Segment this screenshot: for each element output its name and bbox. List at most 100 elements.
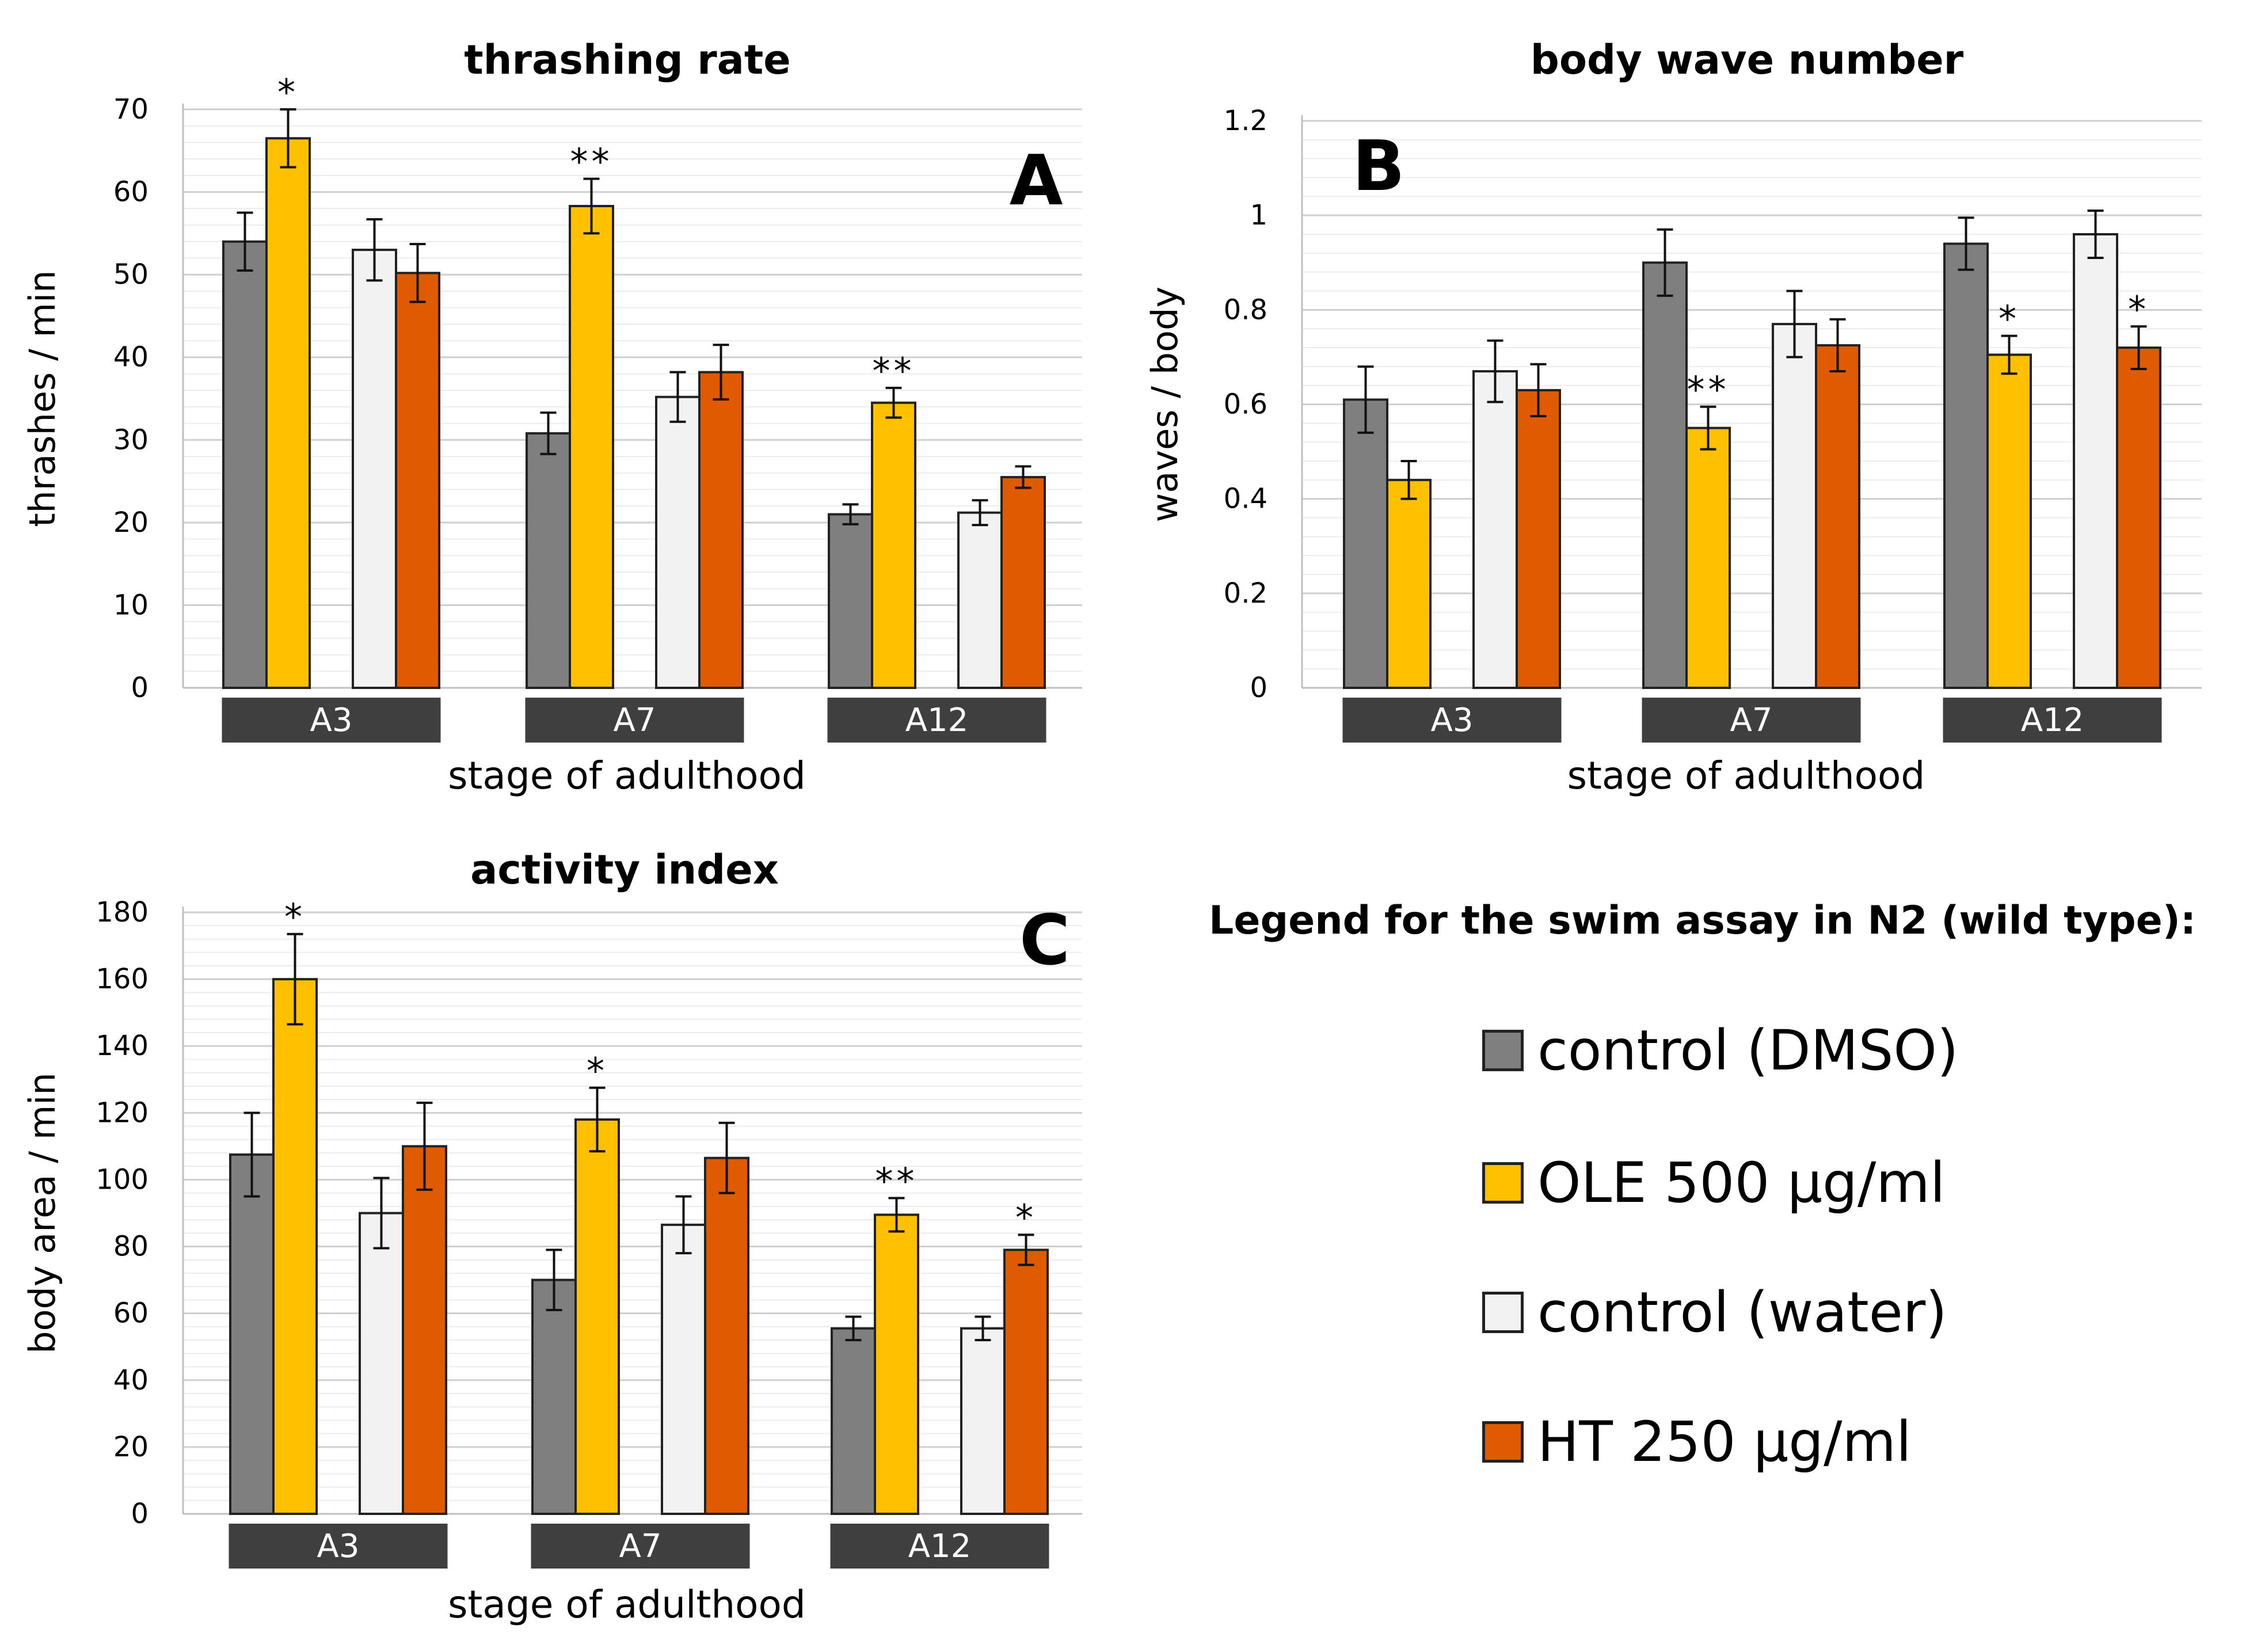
- bar-control-water-a12: [957, 511, 1003, 690]
- legend-label-ht: HT 250 µg/ml: [1537, 1410, 1912, 1474]
- bar-ole-a12: [871, 401, 916, 690]
- category-label-a3: A3: [1431, 702, 1474, 739]
- bar-ole-a7: [569, 204, 614, 689]
- y-tick-label: 0: [131, 1498, 149, 1530]
- y-tick-label: 0.8: [1224, 294, 1267, 326]
- bar-control-dmso-a3: [1343, 398, 1388, 690]
- legend-swatch-control-water: [1482, 1292, 1524, 1333]
- bar-control-water-a3: [352, 249, 397, 690]
- y-tick-label: 80: [113, 1231, 149, 1263]
- bar-control-dmso-a7: [531, 1278, 577, 1515]
- bar-ole-a12: [1986, 353, 2032, 689]
- category-box-a7: [531, 1524, 750, 1569]
- bar-ole-a3: [265, 137, 311, 689]
- category-box-a7: [525, 698, 744, 743]
- significance-marker: *: [2128, 288, 2149, 330]
- bar-control-water-a7: [1772, 322, 1817, 689]
- bar-ht-a7: [1815, 344, 1860, 689]
- significance-marker: *: [1999, 298, 2020, 340]
- y-tick-label: 60: [113, 1297, 149, 1330]
- y-tick-label: 70: [113, 93, 149, 125]
- y-tick-label: 0.4: [1224, 483, 1267, 515]
- legend-label-control-dmso: control (DMSO): [1537, 1018, 1959, 1083]
- bar-ht-a7: [704, 1156, 749, 1516]
- significance-marker: *: [284, 896, 306, 938]
- y-tick-label: 40: [113, 341, 149, 374]
- bar-ole-a3: [1386, 478, 1432, 689]
- chart-title: thrashing rate: [464, 36, 791, 83]
- legend-title: Legend for the swim assay in N2 (wild ty…: [1209, 898, 2197, 943]
- legend-swatch-ole: [1482, 1162, 1524, 1204]
- panel-letter: A: [1010, 141, 1063, 221]
- bar-ht-a12: [1000, 475, 1046, 690]
- y-tick-label: 1.2: [1224, 105, 1267, 137]
- bar-control-dmso-a3: [222, 240, 268, 689]
- significance-marker: **: [876, 1160, 918, 1202]
- bar-control-water-a3: [1472, 370, 1518, 689]
- bar-control-water-a3: [359, 1212, 404, 1515]
- y-tick-label: 30: [113, 424, 149, 456]
- y-tick-label: 0: [131, 672, 149, 704]
- category-label-a12: A12: [905, 702, 969, 739]
- y-tick-label: 1: [1250, 199, 1267, 231]
- y-tick-label: 40: [113, 1364, 149, 1396]
- legend-item-control-dmso: control (DMSO): [1482, 1018, 1959, 1083]
- legend-label-control-water: control (water): [1537, 1280, 1947, 1345]
- bar-control-water-a12: [2073, 233, 2118, 689]
- significance-marker: *: [587, 1050, 608, 1092]
- category-box-a3: [1342, 698, 1562, 743]
- category-label-a12: A12: [908, 1528, 972, 1565]
- category-box-a7: [1642, 698, 1861, 743]
- y-tick-label: 20: [113, 1431, 149, 1463]
- significance-marker: *: [1015, 1197, 1037, 1239]
- panel-letter: B: [1352, 127, 1404, 207]
- legend-swatch-ht: [1482, 1421, 1524, 1463]
- significance-marker: **: [570, 141, 613, 183]
- bar-ht-a12: [1003, 1248, 1049, 1515]
- bar-control-water-a7: [655, 395, 701, 690]
- panel-letter: C: [1019, 901, 1070, 981]
- chart-title: body wave number: [1531, 36, 1964, 83]
- x-axis-label: stage of adulthood: [448, 1582, 806, 1627]
- y-tick-label: 0.6: [1224, 389, 1267, 421]
- y-axis-label: body area / min: [21, 1072, 63, 1354]
- y-tick-label: 60: [113, 176, 149, 208]
- bar-control-dmso-a3: [229, 1153, 275, 1516]
- category-label-a7: A7: [614, 702, 656, 739]
- y-axis-label: thrashes / min: [21, 270, 63, 527]
- legend-item-control-water: control (water): [1482, 1280, 1947, 1345]
- y-tick-label: 160: [96, 963, 149, 995]
- y-tick-label: 50: [113, 258, 149, 291]
- x-axis-label: stage of adulthood: [1567, 753, 1925, 798]
- y-axis-label: waves / body: [1144, 287, 1186, 522]
- category-label-a7: A7: [1730, 702, 1773, 739]
- x-axis-label: stage of adulthood: [448, 753, 806, 798]
- bar-control-dmso-a12: [828, 513, 873, 689]
- category-box-a12: [827, 698, 1046, 743]
- bar-ht-a3: [402, 1145, 447, 1515]
- legend-label-ole: OLE 500 µg/ml: [1537, 1151, 1946, 1215]
- bar-ht-a7: [698, 371, 744, 689]
- bar-ole-a3: [272, 978, 318, 1515]
- bar-control-dmso-a12: [831, 1327, 876, 1516]
- bar-control-dmso-a12: [1943, 242, 1989, 689]
- y-tick-label: 10: [113, 589, 149, 621]
- y-tick-label: 0.2: [1224, 577, 1267, 610]
- chart-panel-b: 0 0.2 0.4 0.6 0.8 1 1.2 body wave number Bwaves …: [1144, 36, 2202, 798]
- significance-marker: **: [1687, 369, 1730, 411]
- chart-panel-c: 0 20 40 60 80 100 120 140 160 180 activity index Cb…: [21, 846, 1082, 1627]
- category-label-a3: A3: [310, 702, 353, 739]
- significance-marker: **: [873, 350, 915, 392]
- significance-marker: *: [277, 71, 299, 113]
- category-label-a3: A3: [317, 1528, 360, 1565]
- bar-control-water-a12: [960, 1327, 1006, 1516]
- bar-ole-a7: [574, 1118, 620, 1515]
- y-tick-label: 20: [113, 507, 149, 539]
- legend-item-ole: OLE 500 µg/ml: [1482, 1151, 1946, 1215]
- category-box-a12: [830, 1524, 1049, 1569]
- bar-ole-a12: [874, 1213, 919, 1516]
- bar-ole-a7: [1685, 427, 1731, 690]
- bar-control-dmso-a7: [526, 432, 571, 689]
- category-label-a12: A12: [2021, 702, 2084, 739]
